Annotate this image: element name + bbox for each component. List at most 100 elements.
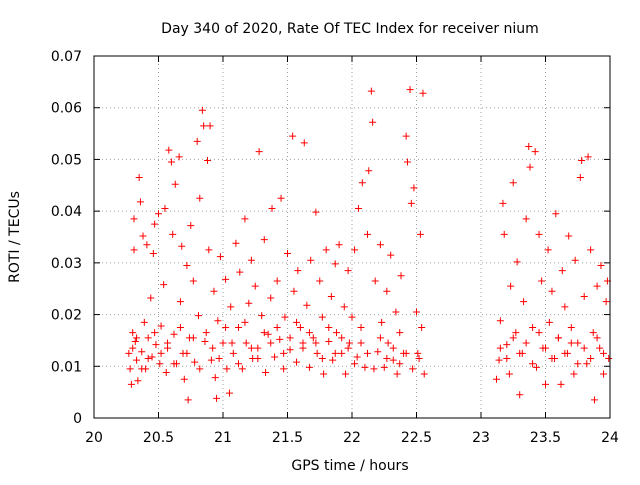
data-point — [503, 341, 511, 349]
data-point — [234, 324, 242, 331]
data-point — [162, 368, 170, 376]
data-point — [245, 299, 253, 307]
data-point — [413, 308, 420, 316]
data-point — [133, 334, 141, 342]
data-point — [176, 324, 184, 331]
data-point — [164, 339, 172, 347]
data-point — [307, 256, 315, 264]
data-point — [420, 370, 428, 378]
data-point — [318, 313, 326, 321]
data-point — [299, 344, 307, 352]
data-point — [331, 260, 339, 268]
data-point — [529, 360, 537, 368]
data-point — [149, 250, 157, 258]
data-point — [126, 365, 134, 373]
data-point — [290, 287, 298, 295]
data-point — [229, 349, 237, 357]
data-point — [209, 344, 217, 352]
data-point — [193, 137, 201, 145]
data-point — [419, 89, 427, 97]
data-point — [305, 363, 313, 371]
y-tick-label: 0.03 — [51, 256, 82, 272]
data-point — [558, 267, 566, 275]
data-point — [513, 258, 521, 266]
data-point — [169, 230, 177, 238]
data-point — [593, 334, 601, 342]
data-point — [216, 253, 224, 261]
data-point — [516, 391, 524, 399]
data-point — [133, 356, 141, 364]
data-point — [293, 318, 301, 326]
data-point — [520, 298, 528, 306]
data-point — [580, 292, 588, 300]
data-point — [215, 355, 223, 363]
y-tick-label: 0.07 — [51, 49, 82, 65]
data-point — [198, 106, 206, 114]
data-point — [329, 356, 337, 364]
data-point — [320, 370, 328, 378]
data-point — [578, 156, 586, 164]
data-point — [545, 318, 553, 326]
data-point — [260, 236, 268, 244]
data-point — [187, 222, 195, 230]
grid-lines — [94, 56, 610, 418]
data-point — [312, 208, 320, 216]
data-point — [416, 230, 424, 238]
data-point — [267, 294, 275, 302]
data-point — [130, 215, 138, 223]
data-point — [204, 156, 212, 164]
data-point — [200, 122, 208, 130]
data-point — [284, 250, 291, 258]
data-point — [189, 277, 197, 285]
data-point — [238, 365, 246, 373]
data-point — [139, 232, 147, 240]
data-point — [593, 282, 601, 290]
data-point — [183, 261, 191, 269]
data-point — [254, 344, 262, 352]
data-point — [236, 268, 244, 276]
data-point — [165, 146, 173, 154]
y-tick-label: 0.01 — [51, 359, 82, 375]
data-point — [227, 303, 235, 311]
data-point — [396, 360, 404, 368]
data-point — [392, 308, 400, 316]
data-point — [143, 241, 151, 249]
data-point — [170, 360, 178, 368]
data-point — [241, 318, 249, 326]
x-tick-label: 21.5 — [272, 430, 303, 446]
y-tick-label: 0.04 — [51, 204, 82, 220]
data-point — [561, 303, 569, 311]
data-point — [214, 317, 222, 325]
data-point — [409, 365, 417, 373]
x-tick-label: 22 — [343, 430, 361, 446]
data-point — [600, 370, 608, 378]
data-point — [367, 87, 375, 95]
data-point — [157, 322, 165, 330]
chart-title: Day 340 of 2020, Rate Of TEC Index for r… — [161, 21, 539, 37]
x-tick-label: 23.5 — [530, 430, 561, 446]
data-point — [327, 292, 335, 300]
data-point — [403, 158, 411, 166]
data-point — [267, 339, 275, 347]
data-point — [196, 194, 204, 202]
x-tick-label: 24 — [601, 430, 619, 446]
data-point — [348, 313, 356, 321]
data-point — [333, 329, 341, 337]
data-point — [544, 246, 552, 254]
x-axis-label: GPS time / hours — [291, 458, 408, 474]
data-point — [542, 344, 549, 352]
data-point — [191, 358, 199, 366]
data-point — [522, 215, 530, 223]
data-point — [602, 298, 610, 306]
data-point — [522, 339, 530, 347]
data-point — [129, 344, 137, 352]
data-point — [281, 313, 289, 321]
data-point — [254, 355, 262, 363]
data-point — [286, 346, 294, 354]
data-point — [587, 246, 595, 254]
data-point — [305, 329, 313, 337]
data-point — [571, 256, 579, 264]
data-point — [201, 337, 209, 345]
data-point — [178, 242, 186, 250]
data-point — [576, 174, 584, 182]
